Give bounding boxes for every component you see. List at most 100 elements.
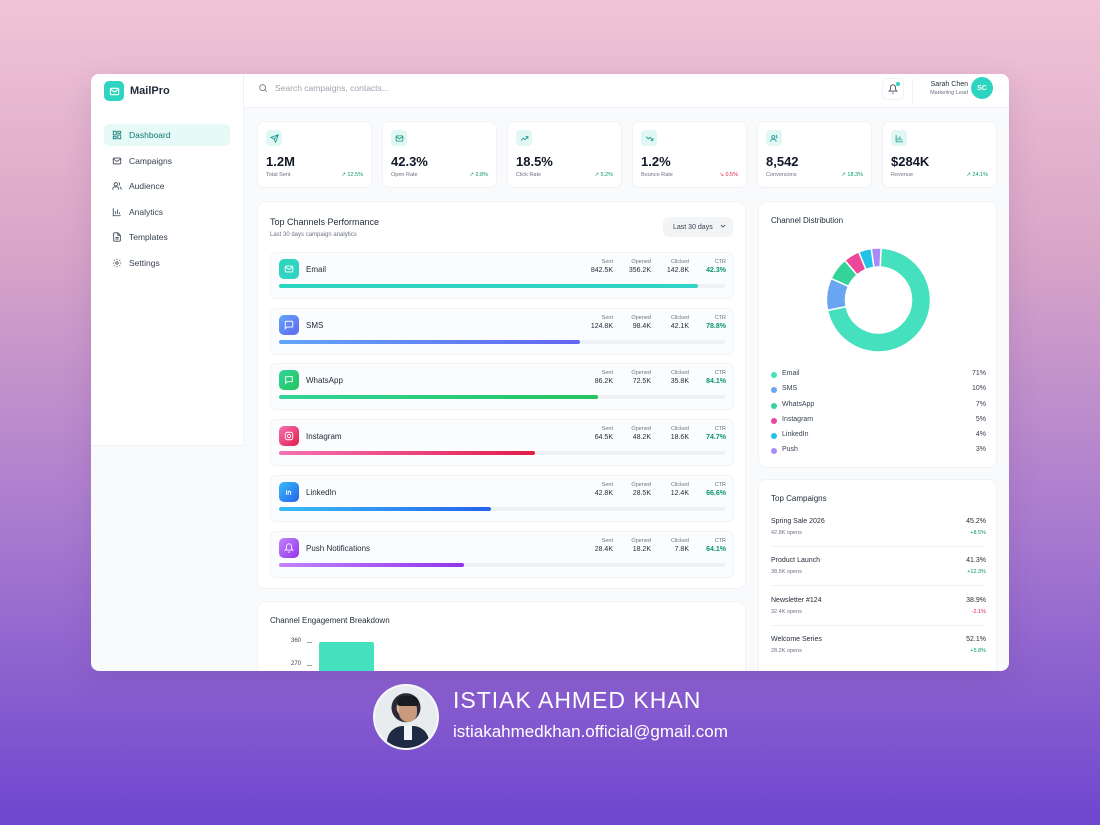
- legend-item-email: Email 71%: [771, 370, 986, 385]
- campaign-row[interactable]: Product Launch 38.5K opens 41.3% +12.3%: [771, 557, 986, 587]
- campaign-opens: 38.5K opens: [771, 569, 802, 576]
- sidebar-item-settings[interactable]: Settings: [104, 252, 230, 274]
- donut-slice-push[interactable]: [870, 247, 882, 269]
- channel-stat-clicked: Clicked 42.1K: [670, 314, 689, 330]
- send-icon: [266, 130, 282, 146]
- top-bar: Search campaigns, contacts... Sarah Chen…: [244, 74, 1009, 108]
- logo[interactable]: MailPro: [91, 74, 243, 108]
- channel-name: LinkedIn: [306, 487, 337, 497]
- kpi-value: 1.2%: [641, 154, 671, 169]
- channel-stat-ctr: CTR 42.3%: [706, 259, 726, 274]
- channel-stat-clicked: Clicked 12.4K: [670, 481, 689, 497]
- progress-fill: [279, 562, 465, 567]
- bar-chart-icon: [112, 208, 121, 216]
- channel-row-linkedin[interactable]: LinkedIn Sent 42.8K Opened 28.5K Clicked 12.4K…: [270, 474, 734, 522]
- channel-name: Push Notifications: [306, 543, 371, 553]
- kpi-card-open-rate[interactable]: 42.3% Open Rate ↗ 2.8%: [382, 121, 497, 188]
- dashboard-icon: [112, 130, 122, 140]
- kpi-label: Total Sent: [266, 172, 291, 178]
- legend-item-sms: SMS 10%: [771, 385, 986, 400]
- avatar[interactable]: SC: [971, 77, 993, 99]
- channel-stat-ctr: CTR 78.8%: [706, 314, 726, 330]
- kpi-card-click-rate[interactable]: 18.5% Click Rate ↗ 5.2%: [507, 121, 622, 188]
- author-credit: ISTIAK AHMED KHAN istiakahmedkhan.offici…: [373, 684, 793, 752]
- campaign-name: Welcome Series: [771, 635, 822, 643]
- progress-fill: [279, 284, 699, 288]
- card-title: Channel Engagement Breakdown: [270, 616, 390, 625]
- user-profile[interactable]: Sarah Chen Marketing Lead: [912, 79, 968, 103]
- bar-chart-icon: [891, 130, 907, 146]
- kpi-card-bounce-rate[interactable]: 1.2% Bounce Rate ↘ 0.5%: [632, 121, 747, 188]
- progress-track: [279, 451, 725, 456]
- campaign-row[interactable]: Newsletter #124 32.4K opens 38.9% -2.1%: [771, 597, 986, 627]
- kpi-label: Bounce Rate: [641, 172, 673, 178]
- donut-chart: [825, 247, 932, 353]
- user-role: Marketing Lead: [930, 90, 968, 96]
- divider: [771, 585, 986, 587]
- top-campaigns-card: Top Campaigns Spring Sale 2026 42.8K open…: [758, 479, 997, 671]
- trend-up-icon: [516, 130, 532, 146]
- kpi-value: 8,542: [766, 154, 799, 169]
- kpi-card-revenue[interactable]: $284K Revenue ↗ 24.1%: [882, 121, 997, 188]
- channel-row-push-notifications[interactable]: Push Notifications Sent 28.4K Opened 18.2K Cl…: [270, 530, 734, 578]
- channel-stat-opened: Opened 356.2K: [628, 259, 651, 274]
- chevron-down-icon: [719, 222, 727, 232]
- channel-stat-ctr: CTR 64.1%: [706, 537, 726, 553]
- sidebar-item-campaigns[interactable]: Campaigns: [104, 150, 230, 172]
- channel-stat-sent: Sent 28.4K: [594, 537, 613, 553]
- campaign-name: Newsletter #124: [771, 596, 822, 604]
- date-range-select[interactable]: Last 30 days: [663, 217, 733, 237]
- sidebar-item-dashboard[interactable]: Dashboard: [104, 124, 230, 146]
- search-input[interactable]: Search campaigns, contacts...: [258, 83, 389, 93]
- users-icon: [766, 130, 782, 146]
- channel-name: Email: [306, 265, 327, 274]
- channel-stat-clicked: Clicked 142.8K: [666, 259, 689, 274]
- y-tick-label: 360: [291, 638, 302, 644]
- mail-logo-icon: [104, 81, 124, 101]
- kpi-value: 1.2M: [266, 154, 295, 169]
- campaign-row[interactable]: Spring Sale 2026 42.8K opens 45.2% +8.5%: [771, 518, 986, 548]
- campaign-row[interactable]: Welcome Series 28.2K opens 52.1% +5.8%: [771, 636, 986, 666]
- sidebar-item-audience[interactable]: Audience: [104, 175, 230, 197]
- progress-track: [279, 506, 725, 511]
- notifications-button[interactable]: [882, 78, 904, 100]
- kpi-change: ↘ 0.5%: [719, 172, 738, 178]
- channel-stat-clicked: Clicked 18.6K: [670, 426, 689, 442]
- sidebar-item-label: Analytics: [129, 206, 164, 217]
- kpi-card-total-sent[interactable]: 1.2M Total Sent ↗ 12.5%: [257, 121, 372, 188]
- author-name: ISTIAK AHMED KHAN: [453, 687, 702, 713]
- card-title: Top Campaigns: [771, 494, 827, 503]
- y-tick: [307, 665, 312, 666]
- channel-row-instagram[interactable]: Instagram Sent 64.5K Opened 48.2K Clicked 18.6…: [270, 419, 734, 467]
- channel-name: Instagram: [306, 432, 342, 442]
- channel-row-email[interactable]: Email Sent 842.5K Opened 356.2K Clicked 142.8K…: [270, 252, 734, 299]
- channel-stat-opened: Opened 48.2K: [631, 426, 651, 442]
- channel-stat-clicked: Clicked 7.8K: [670, 537, 689, 553]
- kpi-change: ↗ 5.2%: [594, 172, 613, 178]
- channel-stat-ctr: CTR 66.6%: [706, 481, 726, 497]
- sidebar-item-templates[interactable]: Templates: [104, 226, 230, 248]
- channel-stat-opened: Opened 98.4K: [631, 314, 651, 330]
- kpi-label: Click Rate: [516, 172, 542, 178]
- app-name: MailPro: [130, 85, 170, 97]
- donut-slice-email[interactable]: [826, 247, 932, 353]
- channel-stat-ctr: CTR 74.7%: [706, 426, 726, 442]
- kpi-label: Revenue: [891, 172, 914, 178]
- mail-icon: [112, 157, 122, 164]
- kpi-card-conversions[interactable]: 8,542 Conversions ↗ 18.3%: [757, 121, 872, 188]
- date-range-value: Last 30 days: [673, 223, 713, 231]
- search-placeholder: Search campaigns, contacts...: [275, 83, 389, 93]
- legend-item-whatsapp: WhatsApp 7%: [771, 401, 986, 416]
- campaign-rate: 45.2%: [966, 518, 986, 525]
- sidebar-item-analytics[interactable]: Analytics: [104, 201, 230, 223]
- channel-row-sms[interactable]: SMS Sent 124.8K Opened 98.4K Clicked 42.1K CTR 7…: [270, 307, 734, 355]
- kpi-value: 18.5%: [516, 154, 553, 169]
- kpi-label: Conversions: [766, 172, 797, 178]
- users-icon: [112, 182, 122, 190]
- message-icon: [279, 370, 299, 391]
- progress-track: [279, 562, 725, 567]
- channel-stat-opened: Opened 72.5K: [631, 370, 651, 386]
- legend-item-push: Push 3%: [771, 446, 986, 461]
- channel-stat-sent: Sent 64.5K: [594, 426, 613, 442]
- channel-row-whatsapp[interactable]: WhatsApp Sent 86.2K Opened 72.5K Clicked 35.8K…: [270, 363, 734, 411]
